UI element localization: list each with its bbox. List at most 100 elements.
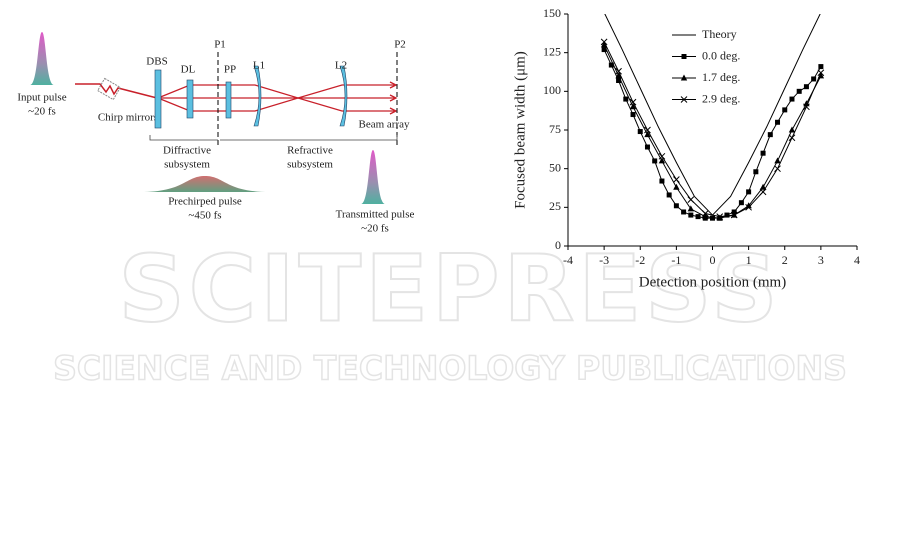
x-tick-label: -2 [635,253,645,267]
legend-label: Theory [702,27,737,41]
marker [788,126,796,133]
label: PP [224,64,236,76]
y-tick-label: 125 [543,44,561,58]
lens-l1 [253,65,262,127]
marker [652,158,658,164]
label: subsystem [164,159,210,171]
marker [623,96,629,102]
marker [738,200,744,206]
transmitted-pulse-shape [361,150,385,204]
marker [818,64,824,70]
marker [681,54,687,59]
label: L1 [253,60,265,72]
marker [615,67,622,75]
label: Input pulse [17,92,66,104]
marker [615,72,622,79]
label: Refractive [287,145,333,157]
dl-element [186,79,194,119]
marker [629,103,637,110]
chirp-mirror [97,77,121,101]
series-line [603,41,822,218]
plot-area [600,14,825,221]
label: L2 [335,60,347,72]
dbs-element [154,69,162,129]
marker [687,196,695,203]
marker [695,214,701,220]
marker [600,38,608,46]
y-tick-label: 100 [543,83,561,97]
marker [774,157,781,164]
marker [616,78,622,84]
label: Transmitted pulse [336,209,415,221]
x-tick-label: 3 [818,253,824,267]
y-tick-label: 75 [549,122,561,136]
marker [673,176,680,183]
marker [702,213,709,220]
marker [680,96,688,103]
prechirped-pulse-shape [140,176,270,192]
marker [687,205,695,212]
y-tick-label: 0 [555,238,561,252]
setup-diagram: Input pulse ~20 fs Chirp mirrors DBS DL … [17,32,414,235]
marker [817,69,825,77]
marker [803,103,810,111]
label: ~450 fs [188,210,221,222]
marker [630,112,636,118]
marker [680,74,688,81]
label: DBS [146,56,167,68]
marker [759,188,767,196]
beams [157,81,398,115]
legend-label: 2.9 deg. [702,91,740,105]
label: ~20 fs [28,106,56,118]
pp-element [225,81,232,119]
marker [601,47,607,53]
marker [782,107,788,113]
label: subsystem [287,159,333,171]
marker [759,183,767,190]
marker [716,214,723,221]
marker [745,203,752,211]
marker [710,215,715,221]
label: Diffractive [163,145,211,157]
marker [644,126,651,134]
x-tick-label: 1 [746,253,752,267]
marker [767,132,773,138]
marker [608,62,614,68]
marker [760,150,766,156]
series-line [603,44,822,219]
y-axis-label: Focused beam width (μm) [512,51,528,209]
marker [637,129,643,135]
marker [716,213,724,220]
x-tick-label: 0 [710,253,716,267]
legend-label: 1.7 deg. [702,70,740,84]
watermark-subtitle: SCIENCE AND TECHNOLOGY PUBLICATIONS [53,349,847,388]
x-tick-label: -4 [563,253,573,267]
marker [745,202,752,209]
label: Prechirped pulse [168,196,242,208]
label: P2 [394,39,406,51]
bracket [149,135,398,141]
marker [673,203,679,209]
marker [774,165,781,173]
marker [796,88,802,94]
label: P1 [214,39,226,51]
marker [724,212,730,218]
y-tick-label: 25 [549,199,561,213]
x-tick-label: 2 [782,253,788,267]
marker [629,98,637,106]
marker [701,210,709,217]
marker [644,144,650,150]
marker [658,157,666,164]
chart: 0 25 50 75 100 125 150 -4 -3 -2 -1 0 1 2 3 4 Detection p… [512,6,860,291]
input-pulse-shape [30,32,54,85]
label: ~20 fs [361,223,389,235]
marker [775,119,781,125]
marker [789,96,795,102]
marker [659,178,665,184]
marker [730,211,738,219]
marker [803,84,809,90]
x-axis-label: Detection position (mm) [639,274,786,290]
watermark-title: SCITEPRESS [118,235,781,342]
y-tick-label: 50 [549,160,561,174]
